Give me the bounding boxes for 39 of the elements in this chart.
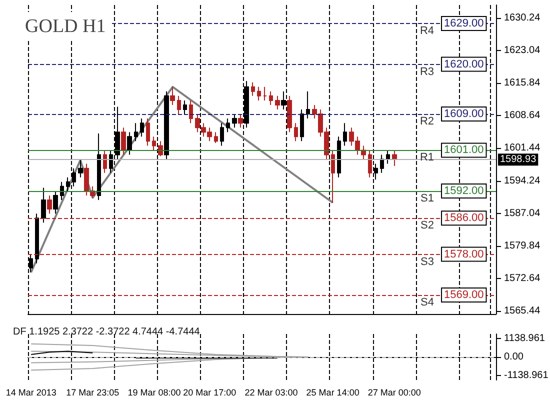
ref-line-label: R1 <box>420 152 434 164</box>
text: GOLD H1 <box>25 16 106 37</box>
annotation: 1620.00 <box>444 58 484 70</box>
x-tick-label: 27 Mar 00:00 <box>368 388 421 398</box>
annotation: 1609.00 <box>444 108 484 120</box>
y-tick-label: 1623.04 <box>504 45 541 56</box>
x-tick-label: 25 Mar 14:00 <box>306 388 360 398</box>
y-tick-label: 1601.44 <box>504 142 541 154</box>
x-tick-label: 19 Mar 08:00 <box>128 388 181 398</box>
y-tick-label: 1615.84 <box>504 78 541 89</box>
y-tick-label: 1138.961 <box>504 332 546 344</box>
ref-line-label: S4 <box>420 296 434 308</box>
annotation: 1592.00 <box>444 184 484 197</box>
ref-line-label: S2 <box>420 220 434 232</box>
annotation: 1578.00 <box>444 248 484 260</box>
y-tick-label: 1572.64 <box>504 273 541 284</box>
ref-line-label: R2 <box>420 116 434 128</box>
y-tick-label: 0.00 <box>504 352 524 362</box>
annotation: 1629.00 <box>444 18 484 30</box>
y-tick-label: 1579.84 <box>504 240 541 252</box>
x-tick-label: 22 Mar 03:00 <box>244 388 298 398</box>
ref-line-label: R3 <box>420 66 434 78</box>
annotation: 1586.00 <box>444 212 484 224</box>
ref-line-label: R4 <box>420 25 434 38</box>
y-tick-label: 1565.44 <box>504 306 541 317</box>
y-tick-label: 1608.64 <box>504 110 541 122</box>
ref-line-label: S1 <box>420 192 434 204</box>
x-tick-label: 17 Mar 23:05 <box>66 388 120 398</box>
ref-line-label: 1598.93 <box>500 154 537 166</box>
y-tick-label: -1138.961 <box>504 370 549 382</box>
y-tick-label: 1630.24 <box>504 12 541 24</box>
annotation: 1601.00 <box>444 144 484 156</box>
annotation: 1569.00 <box>444 289 484 301</box>
x-tick-label: 20 Mar 17:00 <box>183 388 236 398</box>
y-tick-label: 1594.24 <box>504 175 541 186</box>
x-tick-label: 14 Mar 2013 <box>6 388 56 398</box>
y-tick-label: 1587.04 <box>504 208 541 219</box>
ref-line-label: S3 <box>420 256 434 268</box>
chart-title: DF 1.1925 2.3722 -2.3722 4.7444 -4.7444 <box>13 326 200 338</box>
